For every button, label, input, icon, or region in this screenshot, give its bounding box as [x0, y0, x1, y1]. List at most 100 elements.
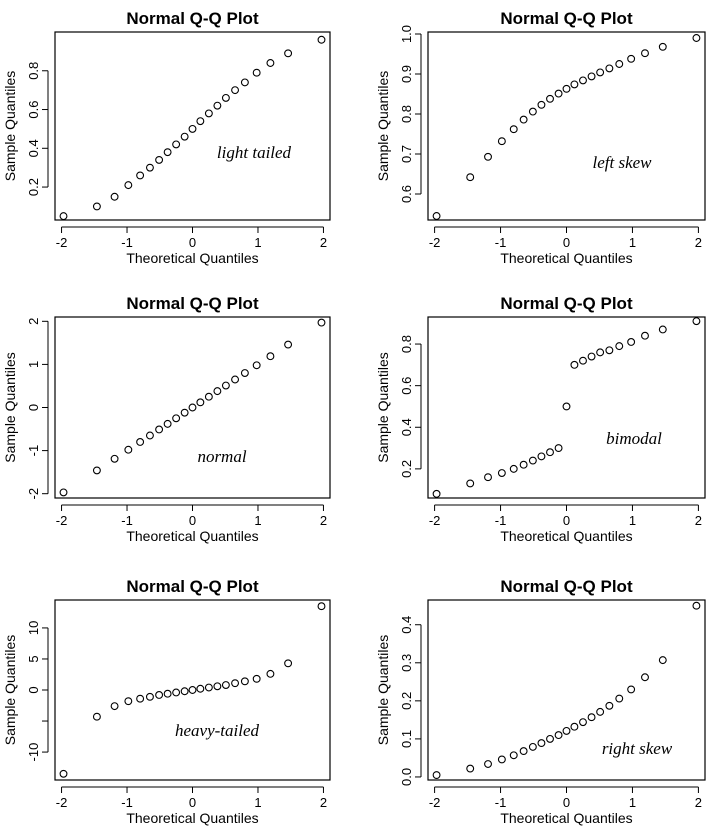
- panel-2-data-point: [484, 152, 492, 161]
- panel-5-data-point: [59, 769, 68, 778]
- panel-4-x-tick-label: 1: [629, 513, 636, 528]
- panel-6-x-axis-label: Theoretical Quantiles: [500, 810, 632, 826]
- panel-4-data-point: [554, 444, 563, 453]
- panel-5-data-point: [155, 691, 164, 699]
- panel-1-data-point: [59, 212, 68, 221]
- panel-6-data-point: [509, 751, 518, 760]
- panel-5-x-tick-label: 2: [320, 795, 327, 810]
- panel-1-plot-frame: [54, 31, 331, 221]
- panel-5-data-point: [266, 669, 275, 678]
- panel-5-annotation: heavy-tailed: [175, 721, 260, 740]
- panel-5-data-point: [180, 687, 189, 696]
- panel-3-data-point: [136, 438, 145, 446]
- panel-1-data-point: [221, 93, 230, 102]
- panel-2-data-point: [466, 173, 475, 182]
- panel-4-data-point: [519, 460, 528, 469]
- panel-3-data-point: [145, 431, 154, 440]
- panel-5-x-tick-label: 1: [254, 795, 261, 810]
- panel-4-data-point: [587, 352, 596, 361]
- panel-3-x-tick-label: 1: [254, 513, 261, 528]
- panel-5-data-point: [92, 712, 101, 721]
- panel-6-data-point: [519, 747, 528, 756]
- panel-3-x-tick-label: 0: [189, 513, 196, 528]
- panel-3-data-point: [213, 387, 222, 396]
- panel-1-data-point: [284, 49, 293, 58]
- panel-4-data-point: [537, 452, 546, 461]
- panel-6-data-point: [546, 734, 554, 743]
- panel-5-y-tick-label: -10: [26, 743, 41, 762]
- panel-3-data-point: [266, 352, 275, 361]
- panel-4-data-point: [466, 479, 475, 488]
- panel-6-x-tick-label: 1: [629, 795, 636, 810]
- panel-2-annotation: left skew: [592, 153, 652, 172]
- panel-4-data-point: [562, 402, 571, 411]
- panel-2-data-point: [579, 76, 587, 85]
- panel-3-x-axis-label: Theoretical Quantiles: [126, 528, 258, 544]
- panel-6-data-point: [570, 722, 579, 731]
- panel-6-data-point: [528, 742, 537, 751]
- panel-6-data-point: [605, 701, 614, 710]
- panel-1-data-point: [172, 140, 181, 149]
- panel-3-data-point: [252, 361, 261, 370]
- panel-4-y-tick-label: 0.4: [399, 418, 414, 436]
- panel-4-x-tick-label: 0: [563, 513, 570, 528]
- panel-1-title: Normal Q-Q Plot: [126, 9, 259, 28]
- panel-2-data-point: [509, 125, 518, 134]
- panel-4-data-point: [615, 342, 624, 351]
- panel-2-x-tick-label: 0: [563, 235, 570, 250]
- panel-4-data-point: [658, 325, 667, 334]
- panel-5-data-point: [231, 679, 240, 688]
- panel-5-data-point: [196, 684, 205, 693]
- panel-6-data-point: [627, 685, 636, 694]
- panel-5-data-point: [124, 697, 133, 706]
- panel-4-y-tick-label: 0.6: [399, 377, 414, 395]
- panel-2-data-point: [596, 68, 605, 77]
- panel-4-y-tick-label: 0.8: [399, 335, 414, 353]
- panel-6-data-point: [497, 755, 506, 764]
- panel-6-y-tick-label: 0.1: [399, 730, 414, 748]
- panel-2-y-axis-label: Sample Quantiles: [375, 71, 391, 182]
- panel-2-y-tick-label: 0.8: [399, 105, 414, 123]
- panel-5-data-point: [172, 688, 181, 697]
- panel-2-data-point: [537, 100, 546, 109]
- panel-3-data-point: [180, 408, 189, 417]
- panel-2-data-point: [570, 80, 579, 89]
- panel-6-data-point: [596, 707, 605, 716]
- panel-1-x-tick-label: -2: [56, 235, 68, 250]
- panel-6-data-point: [615, 694, 624, 703]
- panel-5-y-tick-label: 5: [26, 655, 41, 662]
- panel-4-y-axis-label: Sample Quantiles: [375, 352, 391, 463]
- panel-2-y-tick-label: 0.9: [399, 65, 414, 83]
- panel-2-title: Normal Q-Q Plot: [500, 9, 633, 28]
- panel-1-data-point: [180, 132, 189, 141]
- panel-4-plot-frame: [427, 316, 706, 499]
- panel-2-data-point: [497, 137, 506, 146]
- panel-3-data-point: [317, 318, 326, 327]
- panel-4-data-point: [509, 464, 518, 473]
- panel-1-y-tick-label: 0.2: [26, 178, 41, 196]
- panel-1-data-point: [213, 101, 222, 110]
- panel-4-data-point: [497, 469, 506, 477]
- panel-1-data-point: [252, 68, 261, 77]
- panel-2-x-tick-label: 2: [695, 235, 702, 250]
- panel-1-x-tick-label: 1: [254, 235, 261, 250]
- panel-3-data-point: [204, 392, 213, 401]
- panel-2-y-tick-label: 0.7: [399, 145, 414, 163]
- panel-3-data-point: [221, 381, 230, 390]
- panel-1-data-point: [240, 78, 249, 87]
- panel-3-y-tick-label: -1: [26, 445, 41, 457]
- panel-2-data-point: [587, 72, 596, 81]
- panel-4-data-point: [432, 489, 441, 498]
- panel-1-y-axis-label: Sample Quantiles: [2, 71, 18, 182]
- panel-5-data-point: [317, 602, 326, 611]
- panel-3-y-axis-label: Sample Quantiles: [2, 352, 18, 463]
- panel-3-x-tick-label: -2: [56, 513, 68, 528]
- panel-3-x-tick-label: 2: [320, 513, 327, 528]
- panel-6-data-point: [466, 764, 475, 773]
- panel-6-data-point: [562, 726, 571, 735]
- panel-5-data-point: [188, 686, 197, 694]
- panel-3-y-tick-label: -2: [26, 488, 41, 500]
- panel-6-data-point: [692, 601, 701, 610]
- panel-3-data-point: [172, 414, 181, 423]
